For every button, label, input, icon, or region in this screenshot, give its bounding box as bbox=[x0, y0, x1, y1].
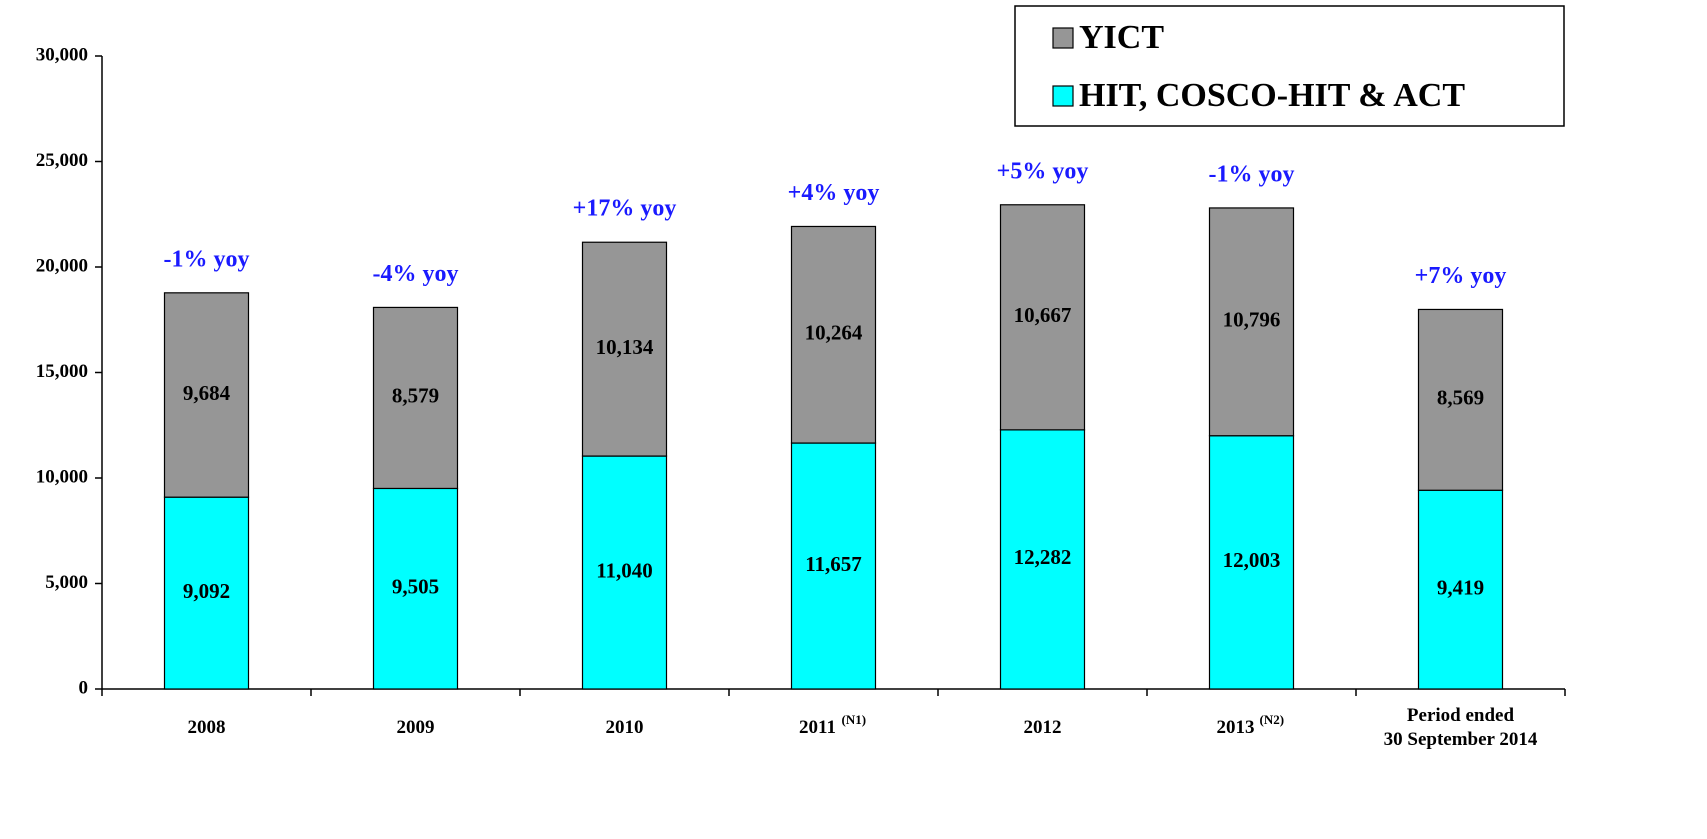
value-label: 10,667 bbox=[1014, 303, 1072, 327]
annotation: -1% yoy bbox=[1209, 161, 1295, 187]
bar-segment bbox=[581, 455, 668, 690]
bar-segment bbox=[1417, 489, 1504, 690]
x-tick-label: Period ended 30 September 2014 bbox=[1384, 705, 1538, 750]
value-label: 10,134 bbox=[596, 335, 654, 359]
annotation: -4% yoy bbox=[373, 261, 459, 287]
bar-segment bbox=[1208, 435, 1295, 690]
y-tick-label: 5,000 bbox=[45, 572, 88, 593]
bar-segment bbox=[790, 225, 877, 444]
annotation: -1% yoy bbox=[164, 246, 250, 272]
y-tick-label: 0 bbox=[79, 677, 89, 698]
bar-segment bbox=[372, 306, 459, 490]
value-label: 9,684 bbox=[183, 381, 231, 405]
value-label: 12,003 bbox=[1223, 548, 1281, 572]
bar-segment bbox=[999, 204, 1086, 431]
y-tick-label: 30,000 bbox=[36, 44, 88, 65]
value-label: 9,505 bbox=[392, 575, 439, 599]
x-tick-label: 2008 bbox=[188, 717, 226, 738]
value-label: 11,040 bbox=[596, 558, 653, 582]
y-tick-label: 10,000 bbox=[36, 466, 88, 487]
bar-segment bbox=[1208, 207, 1295, 437]
legend-label: HIT, COSCO-HIT & ACT bbox=[1079, 77, 1465, 114]
value-label: 8,579 bbox=[392, 384, 439, 408]
annotation: +17% yoy bbox=[573, 196, 677, 222]
legend-swatch bbox=[1052, 27, 1074, 49]
bar-segment bbox=[1417, 308, 1504, 491]
x-tick-label: 2009 bbox=[397, 717, 435, 738]
value-label: 9,092 bbox=[183, 579, 230, 603]
y-tick-label: 25,000 bbox=[36, 150, 88, 171]
y-tick-label: 20,000 bbox=[36, 255, 88, 276]
bar-segment bbox=[999, 429, 1086, 690]
x-tick-label: 2012 bbox=[1024, 717, 1062, 738]
legend-box bbox=[1014, 5, 1565, 127]
legend-swatch bbox=[1052, 85, 1074, 107]
value-label: 10,796 bbox=[1223, 308, 1281, 332]
annotation: +7% yoy bbox=[1415, 263, 1507, 289]
x-tick-label: 2013 bbox=[1217, 717, 1255, 738]
value-label: 12,282 bbox=[1014, 545, 1072, 569]
category-note: (N1) bbox=[842, 712, 867, 727]
annotation: +5% yoy bbox=[997, 158, 1089, 184]
x-tick-label: 2010 bbox=[606, 717, 644, 738]
value-label: 11,657 bbox=[805, 552, 862, 576]
bar-segment bbox=[163, 292, 250, 498]
y-tick-label: 15,000 bbox=[36, 361, 88, 382]
bar-segment bbox=[581, 241, 668, 457]
value-label: 9,419 bbox=[1437, 575, 1484, 599]
bar-segment bbox=[372, 487, 459, 690]
x-tick-label: 2011 bbox=[799, 717, 836, 738]
value-label: 8,569 bbox=[1437, 386, 1484, 410]
legend-label: YICT bbox=[1079, 19, 1164, 56]
value-label: 10,264 bbox=[805, 321, 863, 345]
annotation: +4% yoy bbox=[788, 180, 880, 206]
bar-segment bbox=[163, 496, 250, 690]
category-note: (N2) bbox=[1260, 712, 1285, 727]
